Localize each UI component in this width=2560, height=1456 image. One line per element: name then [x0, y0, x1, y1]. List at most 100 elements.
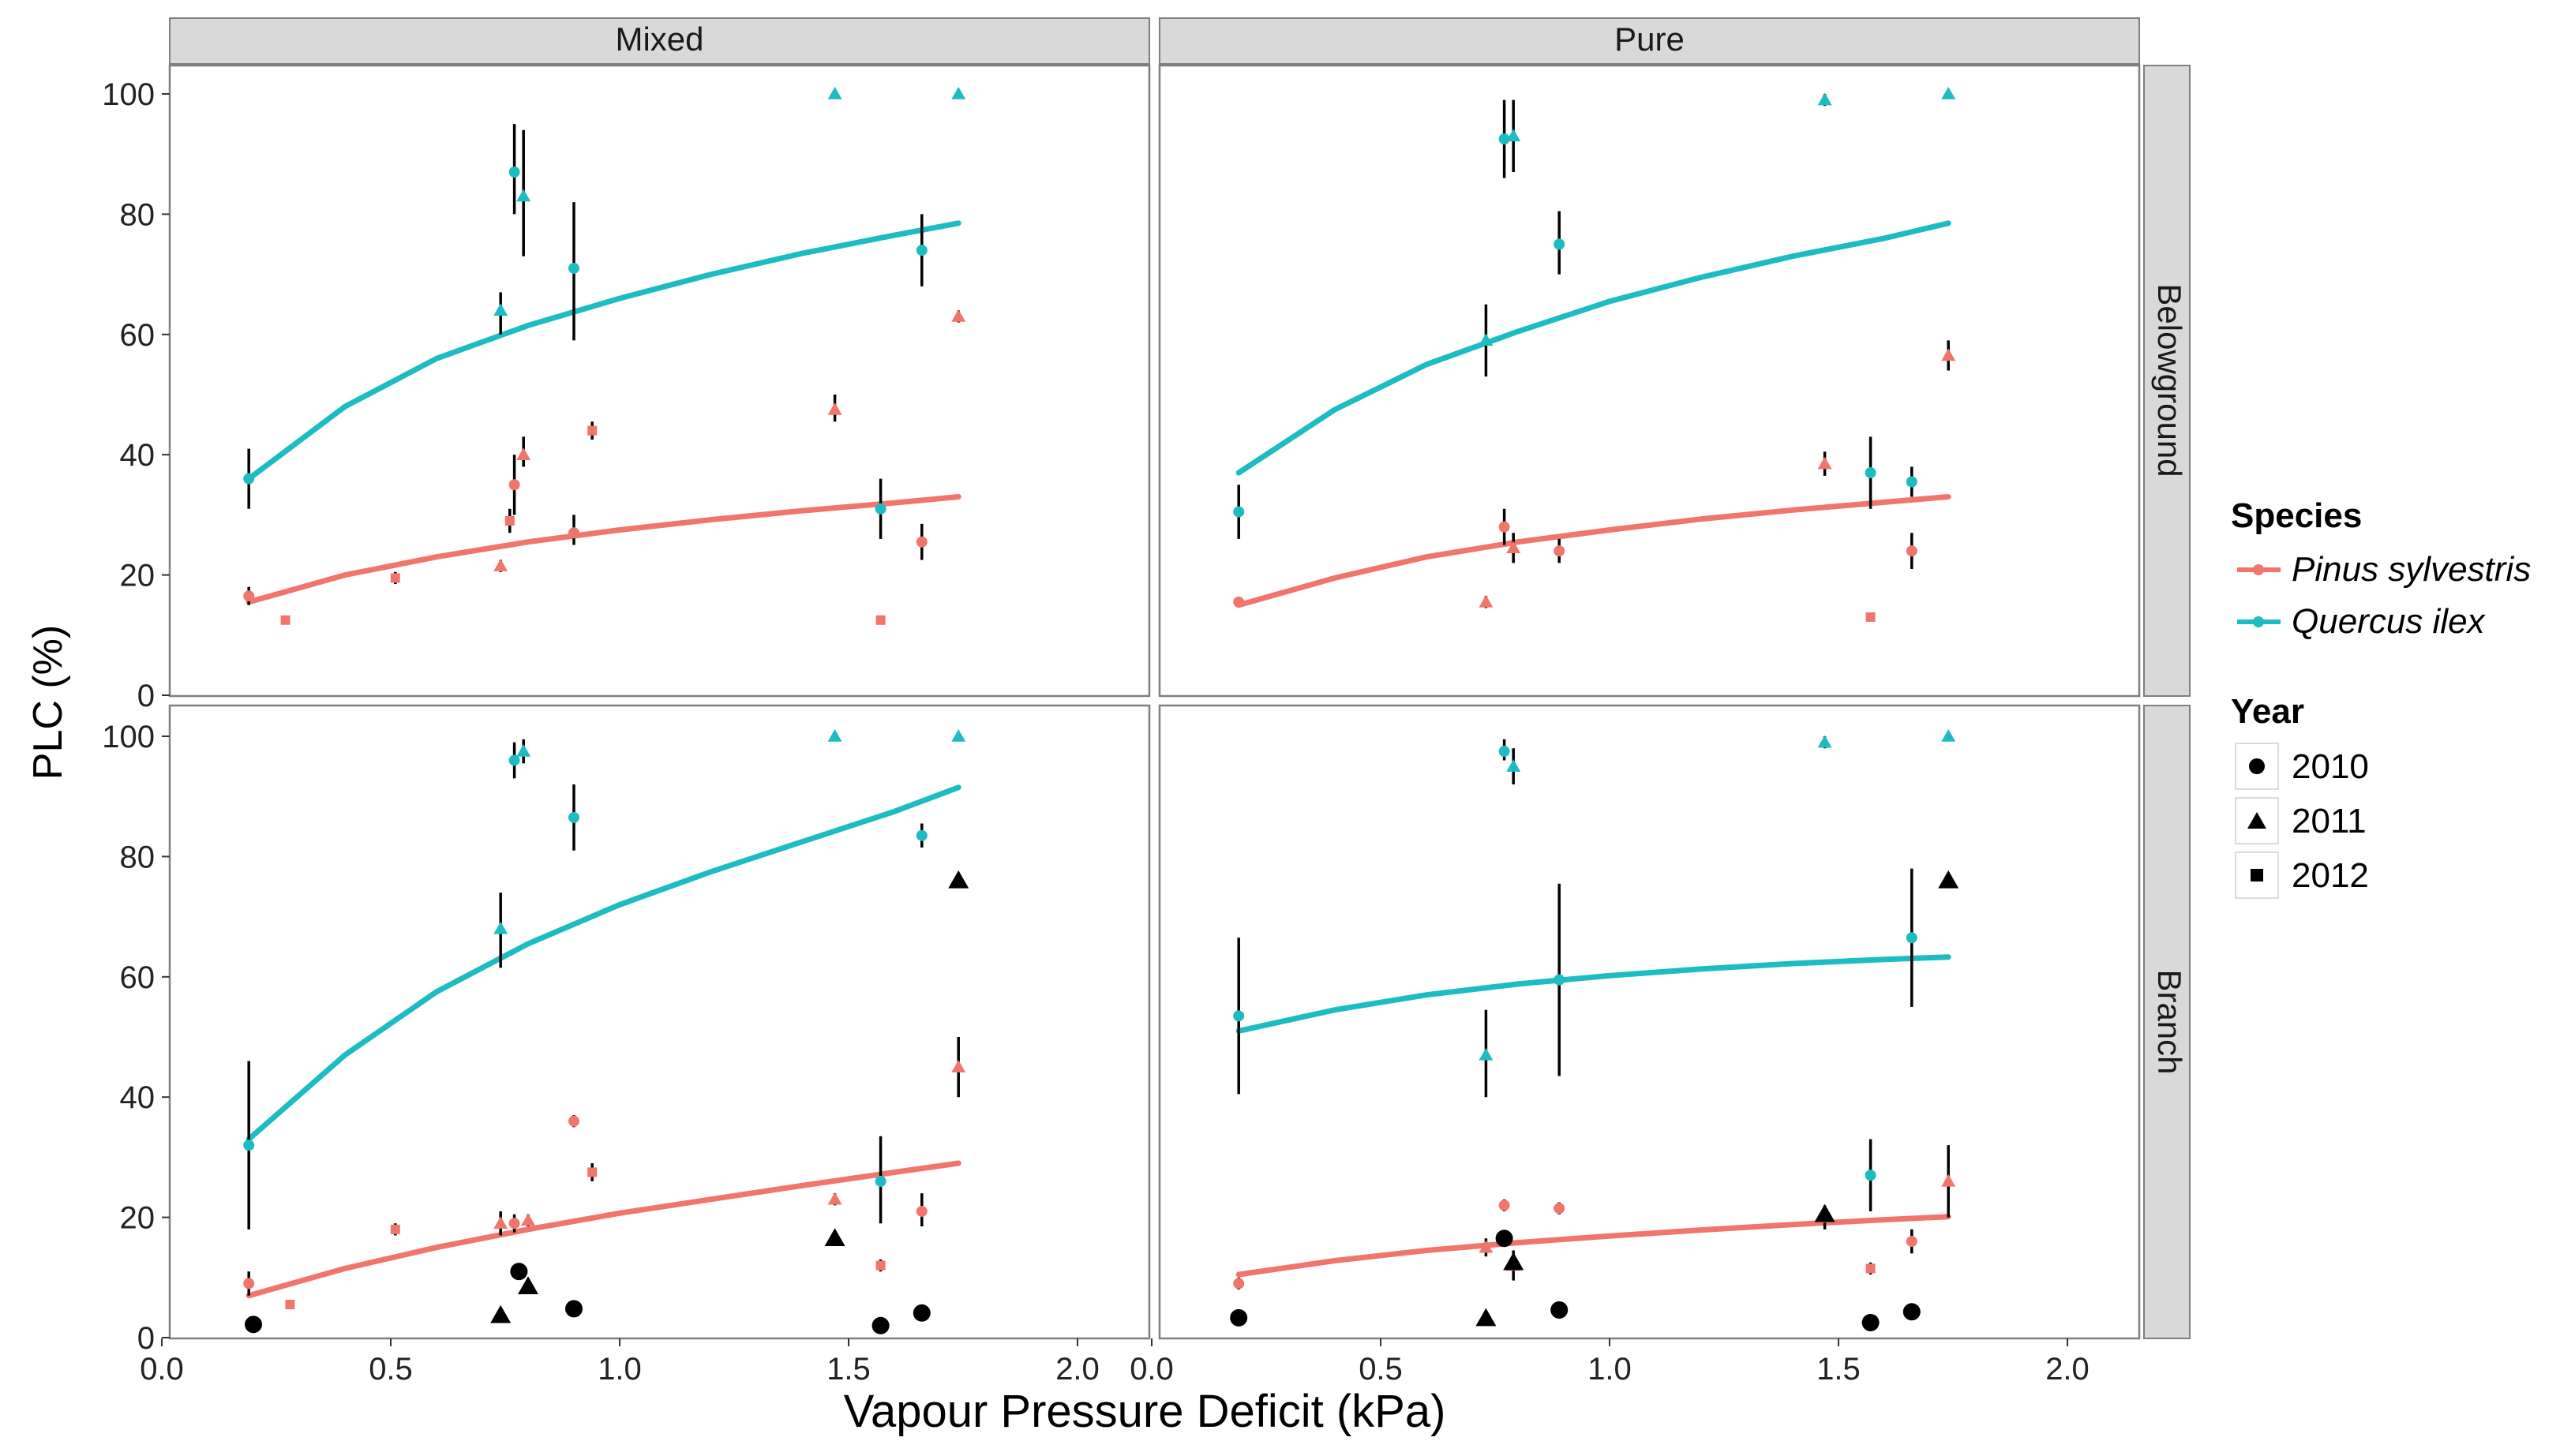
- x-tick-label: 0.5: [369, 1352, 413, 1387]
- x-tick-label: 2.0: [1055, 1352, 1100, 1387]
- data-point-quercus-ilex-triangle: [1941, 87, 1956, 99]
- strip-col-2-label: Pure: [1614, 21, 1685, 58]
- y-tick-label: 20: [120, 559, 156, 593]
- data-point-pinus-sylvestris-circle: [1554, 545, 1565, 557]
- y-tick-label: 20: [120, 1201, 156, 1236]
- data-point-pinus-sylvestris-triangle: [827, 1192, 842, 1205]
- data-point-pinus-sylvestris-circle: [1498, 1200, 1510, 1211]
- data-point-pinus-sylvestris-square: [280, 615, 290, 625]
- legend-2011-key-triangle: [2247, 812, 2266, 829]
- data-point-quercus-ilex-triangle: [1479, 1047, 1494, 1061]
- fit-curve-pinus-sylvestris-mixed-belowground: [246, 494, 961, 605]
- fit-curve-pinus-sylvestris-pure-belowground: [1235, 494, 1951, 608]
- y-tick-label: 0: [137, 1321, 155, 1356]
- legend-2010-key-circle: [2249, 758, 2265, 774]
- fit-curve-pinus-sylvestris-mixed-branch: [246, 1160, 961, 1299]
- strip-col-1-label: Mixed: [615, 21, 703, 58]
- data-point-quercus-ilex-circle: [508, 167, 520, 178]
- data-point-quercus-ilex-triangle: [1817, 92, 1832, 106]
- data-point-black-circle: [1550, 1301, 1569, 1319]
- panel-mixed-belowground: [168, 64, 1151, 698]
- x-tick-label: 1.0: [598, 1352, 642, 1387]
- data-point-quercus-ilex-circle: [508, 754, 520, 766]
- data-point-black-circle: [1495, 1230, 1513, 1248]
- legend-species-title: Species: [2231, 496, 2362, 535]
- data-point-quercus-ilex-triangle: [951, 87, 966, 99]
- data-point-black-triangle: [948, 870, 969, 889]
- x-tick-label: 2.0: [2045, 1352, 2090, 1387]
- data-point-black-triangle: [1503, 1252, 1524, 1271]
- legend-2012-label: 2012: [2292, 856, 2369, 895]
- data-point-black-circle: [510, 1263, 528, 1281]
- data-point-pinus-sylvestris-triangle: [521, 1213, 535, 1226]
- data-point-pinus-sylvestris-circle: [1233, 1278, 1245, 1289]
- data-point-quercus-ilex-triangle: [516, 189, 531, 202]
- fit-curve-quercus-ilex-mixed-belowground: [246, 220, 961, 482]
- y-tick-label: 80: [120, 197, 156, 232]
- y-tick-label: 0: [137, 679, 155, 713]
- data-point-pinus-sylvestris-triangle: [1941, 348, 1956, 361]
- data-point-pinus-sylvestris-circle: [1554, 1203, 1565, 1215]
- legend-2010-label: 2010: [2292, 747, 2369, 786]
- strip-row-2-label: Branch: [2151, 969, 2188, 1074]
- data-point-pinus-sylvestris-circle: [508, 479, 520, 491]
- data-point-pinus-sylvestris-circle: [243, 1278, 255, 1289]
- data-point-pinus-sylvestris-square: [390, 1224, 400, 1234]
- data-point-pinus-sylvestris-square: [1865, 612, 1876, 622]
- legend-2012-key-square: [2251, 869, 2263, 881]
- panel-pure-belowground: [1158, 64, 2141, 698]
- data-point-pinus-sylvestris-triangle: [493, 559, 508, 571]
- y-tick-label: 80: [120, 840, 156, 874]
- data-point-pinus-sylvestris-triangle: [493, 1216, 508, 1229]
- data-point-quercus-ilex-triangle: [1506, 129, 1521, 142]
- legend-pinus-key-dot: [2253, 564, 2264, 575]
- fit-curve-pinus-sylvestris-pure-branch: [1235, 1214, 1951, 1278]
- data-point-quercus-ilex-circle: [875, 503, 886, 515]
- data-point-quercus-ilex-circle: [1906, 932, 1917, 944]
- data-point-pinus-sylvestris-circle: [568, 1115, 579, 1127]
- data-point-quercus-ilex-circle: [1865, 1170, 1876, 1181]
- data-point-black-triangle: [824, 1228, 845, 1247]
- data-point-quercus-ilex-circle: [1233, 1010, 1245, 1022]
- strip-col-2: [1159, 17, 2140, 65]
- legend-quercus-key-dot: [2253, 616, 2264, 627]
- legend-pinus-label: Pinus sylvestris: [2292, 550, 2531, 589]
- data-point-pinus-sylvestris-square: [875, 615, 886, 625]
- y-axis-title: PLC (%): [25, 625, 71, 780]
- data-point-black-triangle: [1814, 1203, 1835, 1222]
- data-point-pinus-sylvestris-circle: [1498, 521, 1510, 533]
- data-point-pinus-sylvestris-square: [504, 516, 515, 526]
- data-point-quercus-ilex-triangle: [1817, 735, 1832, 748]
- legend-item-2011: 2011: [2235, 797, 2367, 844]
- data-point-quercus-ilex-triangle: [827, 729, 842, 742]
- data-point-pinus-sylvestris-circle: [1906, 1236, 1917, 1248]
- data-point-quercus-ilex-triangle: [827, 87, 842, 99]
- data-point-quercus-ilex-circle: [243, 473, 255, 485]
- data-point-pinus-sylvestris-circle: [916, 536, 928, 548]
- data-point-pinus-sylvestris-triangle: [1479, 1240, 1494, 1253]
- data-point-black-triangle: [1475, 1308, 1497, 1327]
- data-point-pinus-sylvestris-square: [587, 1167, 598, 1177]
- data-point-quercus-ilex-circle: [568, 811, 579, 823]
- data-point-pinus-sylvestris-triangle: [1479, 594, 1494, 608]
- legend-item-quercus: Quercus ilex: [2237, 602, 2487, 641]
- x-tick-label: 1.5: [1816, 1352, 1861, 1387]
- data-point-pinus-sylvestris-circle: [508, 1218, 520, 1230]
- data-point-pinus-sylvestris-circle: [916, 1205, 928, 1217]
- y-tick-label: 60: [120, 318, 156, 353]
- data-point-pinus-sylvestris-square: [285, 1300, 295, 1310]
- data-point-quercus-ilex-circle: [1498, 133, 1510, 145]
- data-point-quercus-ilex-triangle: [951, 729, 966, 742]
- data-point-quercus-ilex-circle: [1554, 238, 1565, 250]
- data-point-pinus-sylvestris-square: [875, 1260, 886, 1271]
- x-tick-label: 0.0: [140, 1352, 184, 1387]
- data-point-quercus-ilex-circle: [568, 262, 579, 274]
- data-point-quercus-ilex-triangle: [493, 921, 508, 934]
- fit-curve-quercus-ilex-mixed-branch: [246, 784, 961, 1142]
- x-axis-title: Vapour Pressure Deficit (kPa): [844, 1386, 1446, 1437]
- strip-row-2: [2143, 705, 2191, 1339]
- x-tick-label: 0.0: [1130, 1352, 1174, 1387]
- data-point-black-circle: [1902, 1303, 1921, 1321]
- data-point-black-triangle: [518, 1276, 538, 1294]
